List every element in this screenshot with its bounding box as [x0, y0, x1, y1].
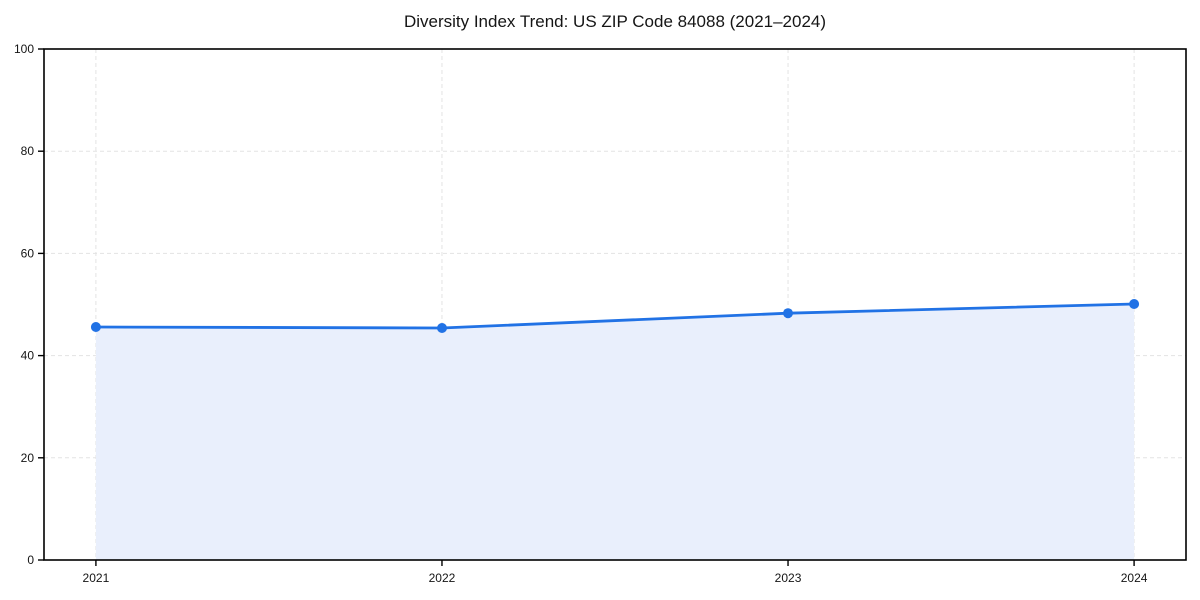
x-tick-label: 2023: [775, 571, 802, 585]
plot-frame: [43, 48, 1187, 561]
y-tick-label: 0: [27, 553, 34, 567]
data-point: [437, 323, 447, 333]
y-tick-label: 40: [21, 349, 35, 363]
y-tick-label: 80: [21, 144, 35, 158]
y-tick-label: 60: [21, 246, 35, 260]
trend-line: [94, 302, 1136, 330]
chart-title: Diversity Index Trend: US ZIP Code 84088…: [403, 12, 827, 31]
y-tick-label: 100: [14, 42, 34, 56]
x-tick-label: 2021: [83, 571, 110, 585]
area-fill: [95, 304, 1135, 560]
x-tick-label: 2022: [429, 571, 456, 585]
data-point: [90, 322, 101, 332]
y-tick-label: 20: [21, 451, 35, 465]
x-tick-label: 2024: [1121, 571, 1148, 585]
data-point: [1129, 299, 1140, 309]
data-point: [783, 308, 793, 319]
